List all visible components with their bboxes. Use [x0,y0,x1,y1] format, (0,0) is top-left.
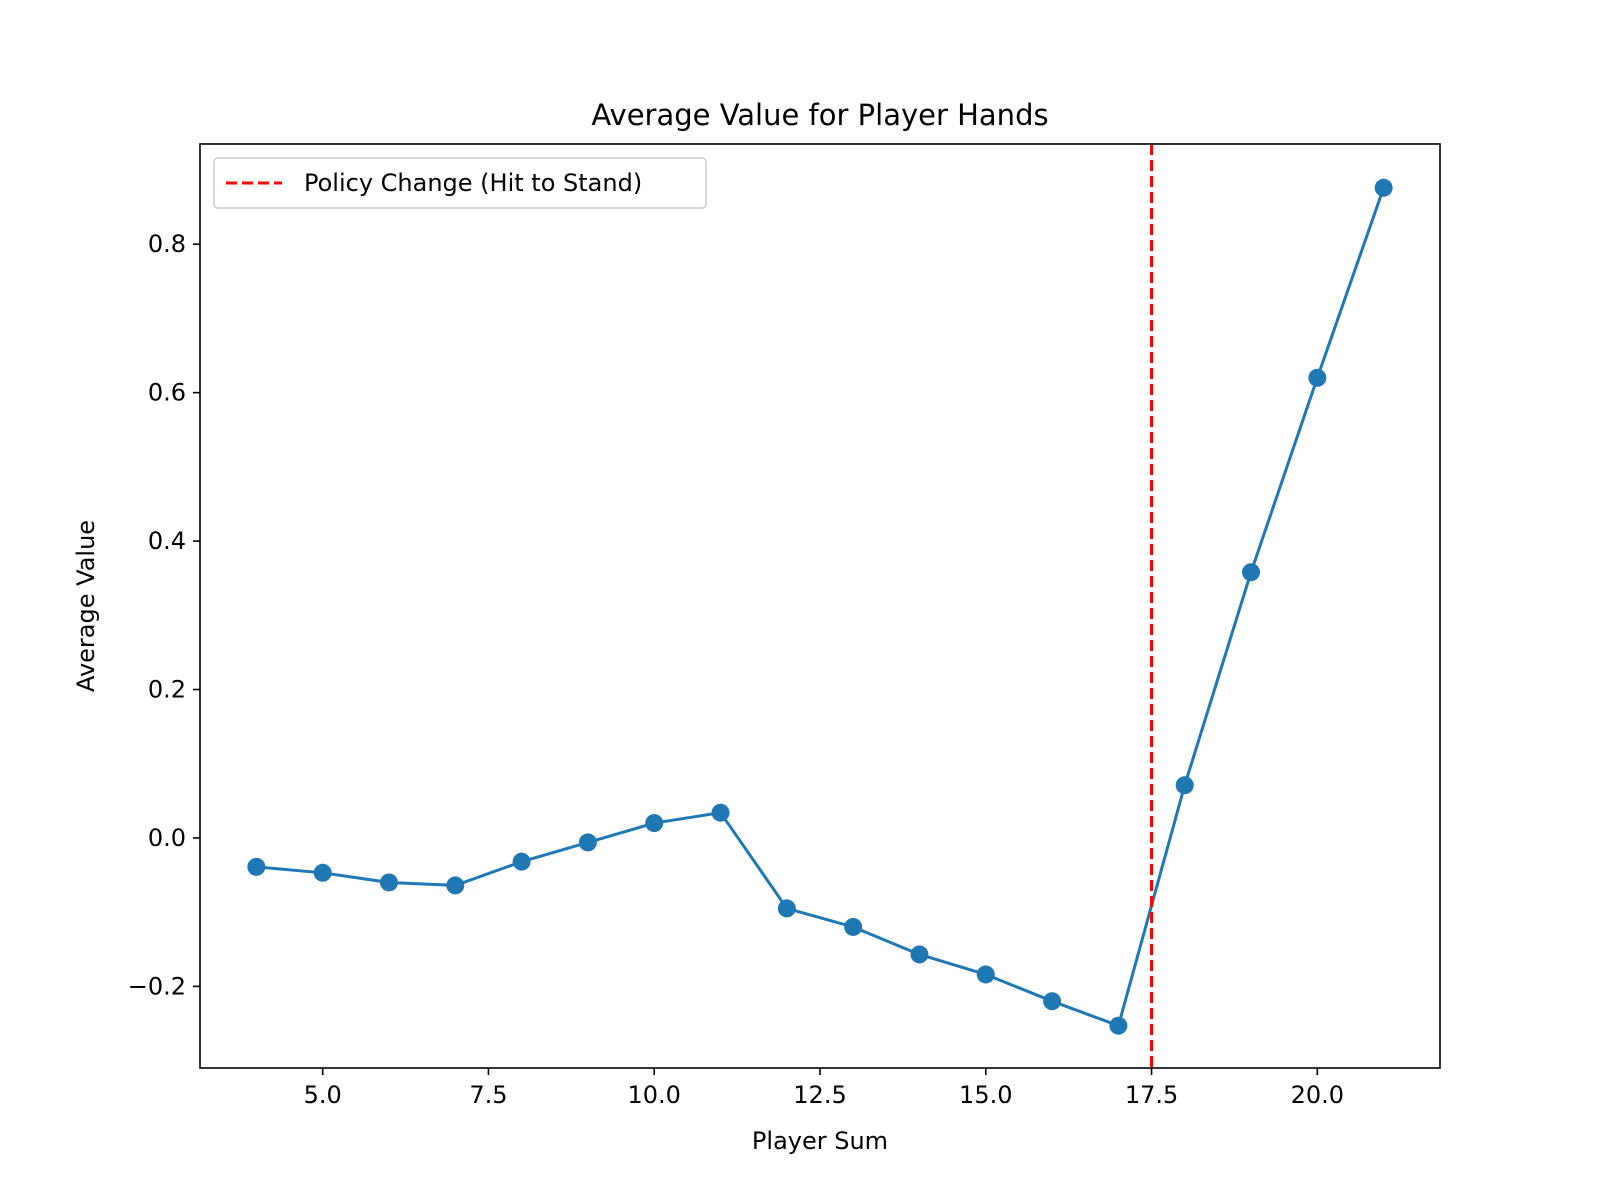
series-line [256,187,1386,1028]
data-point [645,814,664,833]
x-tick-label: 17.5 [1125,1081,1178,1109]
y-tick-label: 0.8 [148,230,186,258]
data-point [1109,1016,1128,1035]
data-point [976,965,995,984]
y-tick-label: 0.2 [148,675,186,703]
data-point [777,899,796,918]
data-point [711,803,730,822]
x-tick-label: 15.0 [959,1081,1012,1109]
x-tick-label: 20.0 [1291,1081,1344,1109]
data-point [578,833,597,852]
legend-box [213,157,707,209]
data-point [313,863,332,882]
data-point [1043,992,1062,1011]
data-point [844,917,863,936]
y-tick-label: 0.4 [148,527,186,555]
data-point [379,873,398,892]
data-point [1308,368,1327,387]
data-point [247,857,266,876]
data-point [1175,776,1194,795]
data-point [1374,178,1393,197]
x-tick-label: 12.5 [793,1081,846,1109]
y-tick-label: −0.2 [128,972,186,1000]
data-point [910,945,929,964]
legend-label: Policy Change (Hit to Stand) [304,169,642,197]
plot-layer [247,144,1393,1068]
chart-title: Average Value for Player Hands [591,98,1048,132]
x-axis: 5.0 7.5 10.0 12.5 15.0 17.5 20.0 [304,1068,1344,1109]
y-tick-label: 0.6 [148,379,186,407]
y-axis-label: Average Value [72,520,100,692]
data-point [1242,563,1261,582]
x-axis-label: Player Sum [752,1127,888,1155]
plot-area-background [200,144,1440,1068]
x-tick-label: 5.0 [304,1081,342,1109]
data-point [446,876,465,895]
x-tick-label: 10.0 [628,1081,681,1109]
x-tick-label: 7.5 [469,1081,507,1109]
legend: Policy Change (Hit to Stand) [213,157,707,209]
y-axis: −0.2 0.0 0.2 0.4 0.6 0.8 [128,230,200,1000]
data-point [512,852,531,871]
y-tick-label: 0.0 [148,824,186,852]
